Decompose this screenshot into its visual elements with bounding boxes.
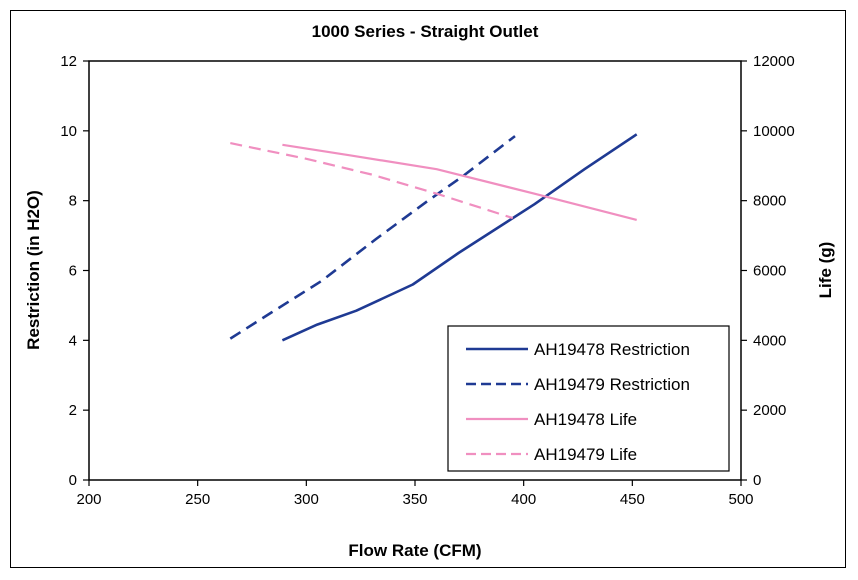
y-tick-label: 2: [69, 402, 77, 419]
y-tick-label: 10: [60, 123, 77, 140]
series-line-1: [281, 133, 638, 342]
y-tick-label: 6: [69, 263, 77, 280]
y2-tick-label: 8000: [753, 193, 786, 210]
legend-label: AH19478 Life: [534, 410, 637, 429]
y-tick-label: 4: [69, 332, 77, 349]
y2-tick-label: 4000: [753, 332, 786, 349]
x-tick-label: 400: [511, 491, 536, 508]
x-tick-label: 200: [76, 491, 101, 508]
y-tick-label: 0: [69, 472, 77, 489]
legend-label: AH19478 Restriction: [534, 340, 690, 359]
y2-tick-label: 6000: [753, 263, 786, 280]
x-tick-label: 250: [185, 491, 210, 508]
legend-label: AH19479 Life: [534, 445, 637, 464]
y2-tick-label: 2000: [753, 402, 786, 419]
y2-tick-label: 0: [753, 472, 761, 489]
x-tick-label: 450: [620, 491, 645, 508]
x-tick-label: 300: [294, 491, 319, 508]
y-axis-right: 0 2000 4000 6000 8000 10000 12000: [741, 53, 795, 489]
y-axis-left: 0 2 4 6 8 10 12: [60, 53, 89, 489]
x-axis-title: Flow Rate (CFM): [348, 541, 481, 560]
x-tick-label: 500: [728, 491, 753, 508]
x-tick-label: 350: [402, 491, 427, 508]
chart-frame: 1000 Series - Straight Outlet 200 250 300 3…: [10, 10, 846, 568]
x-axis: 200 250 300 350 400 450 500: [76, 480, 754, 508]
y-axis-right-title: Life (g): [816, 242, 835, 299]
series-layer: [229, 133, 638, 342]
series-line-2: [229, 135, 516, 340]
series-line-4: [230, 142, 514, 220]
y2-tick-label: 12000: [753, 53, 795, 70]
line-chart: 1000 Series - Straight Outlet 200 250 300 3…: [24, 22, 835, 560]
chart-title: 1000 Series - Straight Outlet: [312, 22, 539, 41]
legend-label: AH19479 Restriction: [534, 375, 690, 394]
y-tick-label: 8: [69, 193, 77, 210]
y-axis-left-title: Restriction (in H2O): [24, 190, 43, 350]
series-line-3: [282, 143, 637, 221]
y2-tick-label: 10000: [753, 123, 795, 140]
legend: AH19478 Restriction AH19479 Restriction AH…: [447, 325, 730, 472]
y-tick-label: 12: [60, 53, 77, 70]
